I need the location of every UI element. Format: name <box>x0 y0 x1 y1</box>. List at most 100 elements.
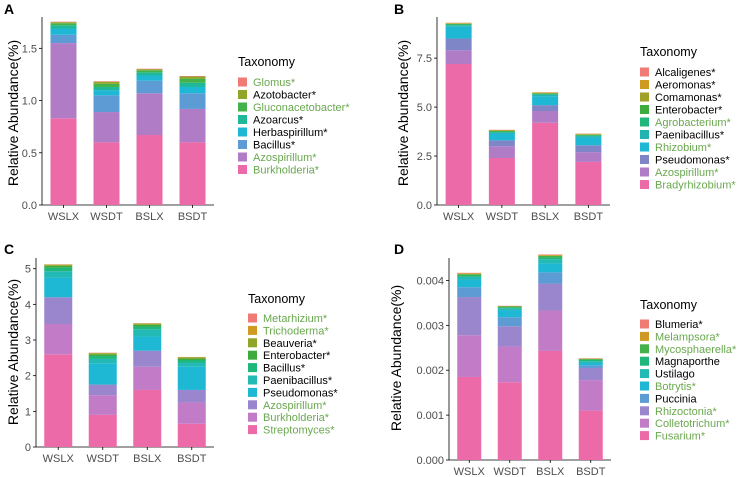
x-tick-label: BSDT <box>177 453 207 465</box>
bar-segment <box>532 92 559 94</box>
bar-segment <box>44 264 73 266</box>
bar-segment <box>445 26 472 39</box>
bar-segment <box>578 361 603 364</box>
legend-label: Azospirillum* <box>263 400 327 412</box>
bar-segment <box>93 86 120 91</box>
legend-label: Trichoderma* <box>263 325 329 337</box>
x-tick-label: WSLX <box>43 453 75 465</box>
bar-segment <box>532 93 559 94</box>
y-tick-label: 0.5 <box>22 148 37 160</box>
y-tick-label: 0.000 <box>416 455 444 467</box>
legend-swatch <box>248 387 257 397</box>
legend-swatch <box>640 418 649 428</box>
bar-segment <box>538 259 563 264</box>
bar-segment <box>488 133 515 141</box>
legend-label: Enterobacter* <box>655 105 723 117</box>
bar-segment <box>179 86 206 94</box>
bar-segment <box>538 255 563 258</box>
bar-segment <box>532 105 559 111</box>
bar-segment <box>177 359 206 363</box>
legend-swatch <box>640 393 649 403</box>
legend-label: Bacillus* <box>263 363 306 375</box>
legend-label: Colletotrichum* <box>655 418 730 430</box>
legend-title: Taxonomy <box>640 298 698 312</box>
legend-swatch <box>238 152 247 162</box>
bar-segment <box>88 395 117 415</box>
y-tick-label: 3 <box>25 335 31 347</box>
x-tick-label: BSLX <box>135 211 164 223</box>
legend-title: Taxonomy <box>238 55 296 69</box>
bar-segment <box>177 366 206 390</box>
legend-label: Ustilago <box>655 369 695 381</box>
bar-segment <box>578 359 603 362</box>
panel-label: D <box>394 241 404 257</box>
bar-segment <box>578 410 603 460</box>
legend-label: Aeromonas* <box>655 80 716 92</box>
legend-label: Metarhizium* <box>263 313 328 325</box>
legend-swatch <box>640 356 649 366</box>
legend-label: Rhizobium* <box>655 142 712 154</box>
bar-segment <box>457 275 482 277</box>
legend-swatch <box>640 117 649 127</box>
x-tick-label: BSDT <box>574 211 604 223</box>
bar-segment <box>44 271 73 278</box>
legend-label: Enterobacter* <box>263 350 331 362</box>
x-tick-label: WSLX <box>48 211 80 223</box>
bar-segment <box>44 267 73 272</box>
legend-swatch <box>238 115 247 124</box>
bar-segment <box>93 81 120 84</box>
legend-swatch <box>238 102 247 112</box>
bar-segment <box>457 297 482 336</box>
legend-label: Paenibacillus* <box>655 130 725 142</box>
bar-segment <box>538 257 563 260</box>
bar-segment <box>457 287 482 298</box>
y-tick-label: 5 <box>25 264 31 276</box>
bar-segment <box>457 376 482 460</box>
legend-swatch <box>248 375 257 385</box>
bar-segment <box>497 307 522 309</box>
legend-label: Bradyrhizobium* <box>655 180 736 192</box>
legend-swatch <box>248 313 257 323</box>
bar-segment <box>177 402 206 424</box>
bar-segment <box>179 76 206 79</box>
legend-swatch <box>238 77 247 87</box>
bar-segment <box>497 310 522 318</box>
legend-swatch <box>238 140 247 149</box>
bar-segment <box>488 132 515 134</box>
legend-swatch <box>640 105 649 114</box>
legend-label: Burkholderia* <box>253 165 320 177</box>
x-tick-label: BSLX <box>133 453 162 465</box>
bar-segment <box>50 23 77 26</box>
legend-swatch <box>248 338 257 348</box>
y-axis-label: Relative Abundance(%) <box>5 40 21 186</box>
legend-swatch <box>640 155 649 164</box>
legend-swatch <box>640 319 649 329</box>
panel-label: B <box>394 1 404 17</box>
bar-segment <box>445 25 472 27</box>
bar-segment <box>575 134 602 135</box>
bar-segment <box>497 317 522 327</box>
chart-panel-b: B 0.0 2.5 5.0 7.5 Relative Abundance(%) WSLX WS… <box>394 1 736 223</box>
y-tick-label: 0.002 <box>416 365 444 377</box>
y-tick-label: 4 <box>25 299 31 311</box>
panel-label: C <box>4 241 14 257</box>
bar-segment <box>88 353 117 355</box>
chart-panel-c: C 0 1 2 3 4 5 Relative Abundance(%) WSLX WSDT BSLX… <box>4 241 338 465</box>
bar-segment <box>93 81 120 82</box>
bar-segment <box>50 118 77 205</box>
bar-segment <box>575 136 602 138</box>
bar-segment <box>445 50 472 64</box>
bar-segment <box>538 310 563 351</box>
x-tick-label: WSDT <box>90 211 123 223</box>
bar-segment <box>93 95 120 113</box>
bar-segment <box>497 306 522 308</box>
bar-segment <box>497 308 522 311</box>
bar-segment <box>538 283 563 311</box>
bar-segment <box>50 22 77 24</box>
legend-label: Rhizoctonia* <box>655 406 717 418</box>
bar-segment <box>532 122 559 205</box>
y-axis-label: Relative Abundance(%) <box>395 40 411 186</box>
bar-segment <box>133 336 162 351</box>
legend-label: Herbaspirillum* <box>253 127 328 139</box>
